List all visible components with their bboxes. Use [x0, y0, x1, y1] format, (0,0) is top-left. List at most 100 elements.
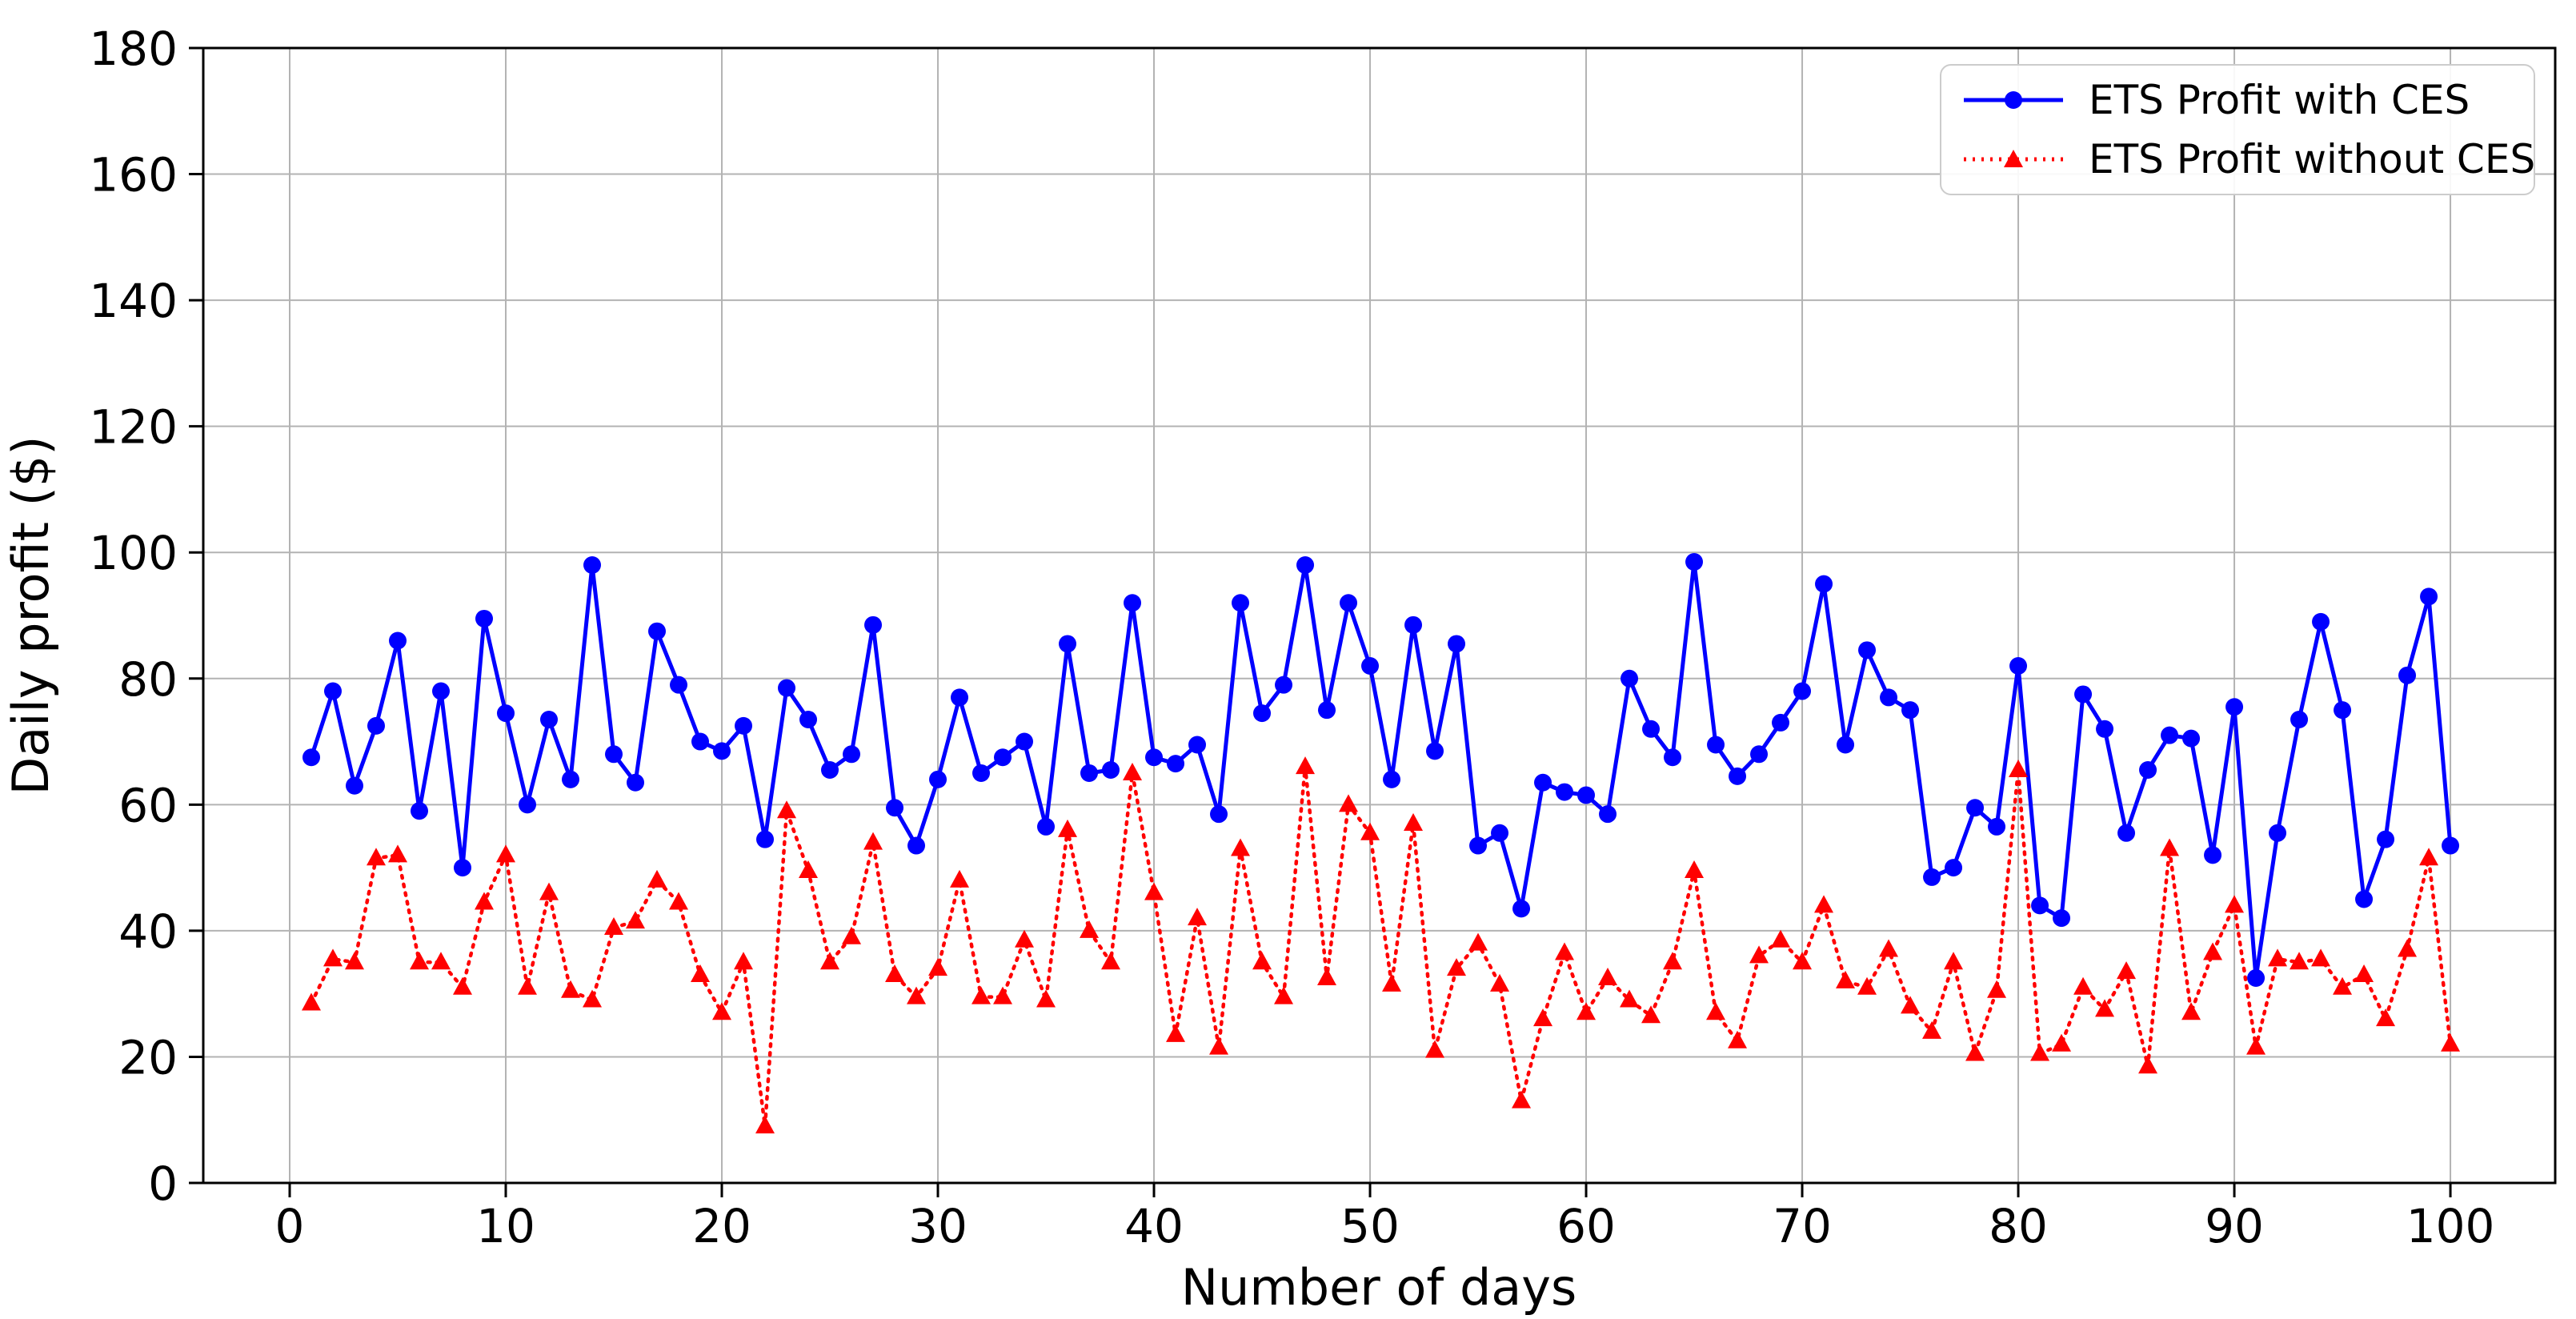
data-point-marker: [475, 892, 495, 910]
data-point-marker: [540, 710, 559, 728]
data-point-marker: [1037, 817, 1056, 836]
data-point-marker: [1404, 615, 1423, 634]
series-line: [309, 764, 2453, 1129]
data-point-marker: [1749, 945, 1769, 964]
data-point-marker: [1663, 952, 1683, 970]
x-tick-label: 60: [1556, 1199, 1616, 1253]
data-point-marker: [1858, 641, 1877, 660]
data-point-marker: [1533, 1008, 1553, 1027]
data-point-marker: [799, 710, 818, 728]
data-point-marker: [1836, 970, 1856, 988]
x-tick-label: 70: [1773, 1199, 1832, 1253]
data-point-marker: [1144, 882, 1164, 900]
data-point-marker: [1102, 761, 1120, 780]
data-point-marker: [539, 882, 559, 900]
data-point-marker: [863, 832, 883, 850]
data-point-marker: [2053, 909, 2071, 928]
data-point-marker: [735, 716, 753, 735]
x-tick-label: 50: [1340, 1199, 1400, 1253]
data-point-marker: [2246, 1036, 2266, 1055]
data-point-marker: [302, 992, 322, 1011]
data-point-marker: [2009, 657, 2028, 676]
tick-labels: 0 10 20 30 40 50 60 70 80 90 100 0 20 40 60 80 100 120 140…: [89, 22, 2494, 1253]
data-point-marker: [1814, 895, 1834, 913]
data-point-marker: [799, 860, 819, 879]
data-point-marker: [1621, 669, 1639, 688]
data-point-marker: [1944, 952, 1964, 970]
data-point-marker: [972, 986, 992, 1004]
data-point-marker: [2182, 729, 2201, 748]
data-point-marker: [1728, 1030, 1748, 1048]
data-point-marker: [1620, 989, 1640, 1008]
data-point-marker: [1210, 805, 1228, 824]
data-point-marker: [583, 989, 603, 1008]
data-point-marker: [2203, 942, 2223, 960]
data-point-marker: [2419, 848, 2439, 866]
data-point-marker: [1707, 736, 1725, 754]
data-point-marker: [1556, 783, 1574, 801]
series-line: [309, 559, 2453, 980]
data-point-marker: [518, 976, 538, 995]
data-point-marker: [1750, 745, 1769, 764]
data-point-marker: [583, 555, 602, 574]
data-point-marker: [1815, 575, 1833, 593]
data-point-marker: [2074, 685, 2093, 704]
data-point-marker: [2030, 1043, 2050, 1061]
data-point-marker: [2052, 1033, 2072, 1052]
data-point-marker: [1317, 967, 1337, 985]
data-point-marker: [2247, 968, 2266, 987]
data-point-marker: [302, 748, 321, 767]
x-tick-label: 40: [1124, 1199, 1184, 1253]
data-point-marker: [1490, 973, 1510, 992]
data-point-marker: [1360, 822, 1380, 840]
data-point-marker: [2312, 612, 2330, 631]
data-point-marker: [1404, 812, 1424, 831]
data-point-marker: [2117, 961, 2137, 980]
x-tick-label: 90: [2205, 1199, 2264, 1253]
data-point-marker: [929, 770, 947, 788]
y-tick-label: 160: [89, 148, 178, 202]
data-point-marker: [1036, 989, 1056, 1008]
data-point-marker: [972, 764, 991, 782]
data-point-marker: [2290, 952, 2310, 970]
x-tick-label: 0: [275, 1199, 305, 1253]
data-series: [302, 553, 2461, 1134]
data-point-marker: [453, 976, 473, 995]
data-point-marker: [1426, 742, 1444, 760]
data-point-marker: [2311, 948, 2331, 967]
data-point-marker: [497, 704, 515, 723]
data-point-marker: [1361, 657, 1380, 676]
data-point-marker: [2096, 720, 2114, 738]
data-point-marker: [2117, 824, 2136, 842]
data-point-marker: [519, 796, 537, 814]
data-point-marker: [454, 859, 472, 877]
data-point-marker: [1966, 799, 1985, 817]
y-tick-label: 140: [89, 274, 178, 328]
data-point-marker: [626, 911, 646, 929]
data-point-marker: [1642, 720, 1661, 738]
legend: ETS Profit with CES ETS Profit without C…: [1940, 64, 2535, 195]
data-point-marker: [1058, 819, 1078, 837]
data-point-marker: [950, 869, 970, 888]
data-point-marker: [346, 776, 364, 795]
data-point-marker: [713, 742, 731, 760]
data-point-marker: [669, 892, 689, 910]
data-point-marker: [778, 679, 796, 697]
data-point-marker: [670, 676, 688, 694]
data-point-marker: [1382, 973, 1402, 992]
x-tick-label: 100: [2406, 1199, 2495, 1253]
data-point-marker: [2377, 830, 2395, 848]
data-point-marker: [885, 964, 905, 983]
data-point-marker: [431, 952, 451, 970]
data-point-marker: [712, 1002, 732, 1020]
data-point-marker: [1383, 770, 1401, 788]
series-without-ces: [302, 756, 2461, 1134]
data-point-marker: [1469, 836, 1488, 855]
data-point-marker: [1641, 1005, 1661, 1024]
data-point-marker: [647, 869, 667, 888]
data-point-marker: [1772, 713, 1790, 732]
data-point-marker: [755, 1116, 775, 1134]
y-tick-label: 100: [89, 526, 178, 580]
data-point-marker: [691, 964, 711, 983]
data-point-marker: [2031, 896, 2049, 915]
